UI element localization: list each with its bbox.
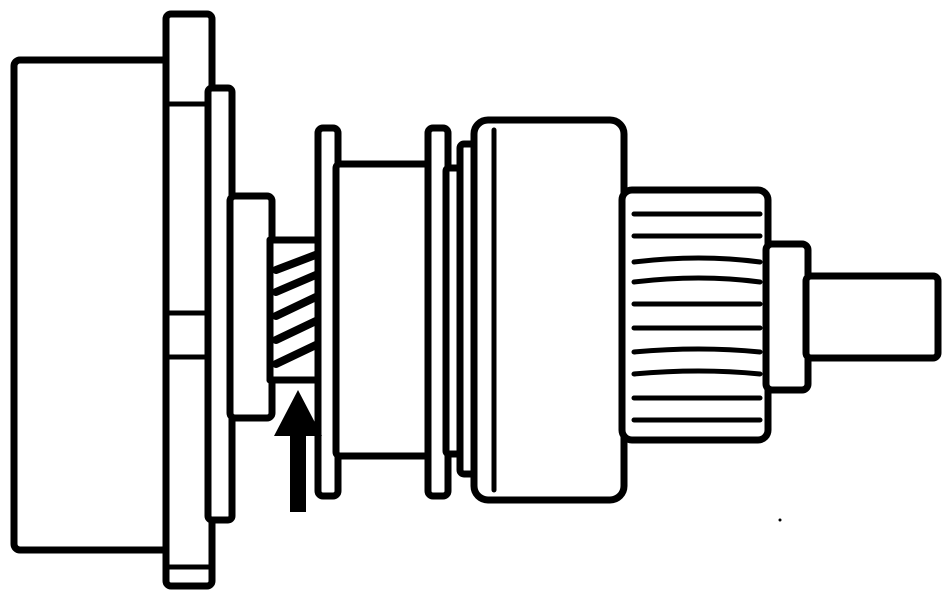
pinion-gear <box>618 186 772 444</box>
stop-collar <box>762 240 812 394</box>
bearing-hub <box>226 192 276 422</box>
helical-spline-shaft <box>266 236 326 384</box>
collar-spool <box>332 160 436 460</box>
housing-body <box>10 56 174 554</box>
speck-dot <box>778 518 782 522</box>
indicator-arrow-icon <box>274 390 322 512</box>
output-shaft <box>802 272 942 362</box>
